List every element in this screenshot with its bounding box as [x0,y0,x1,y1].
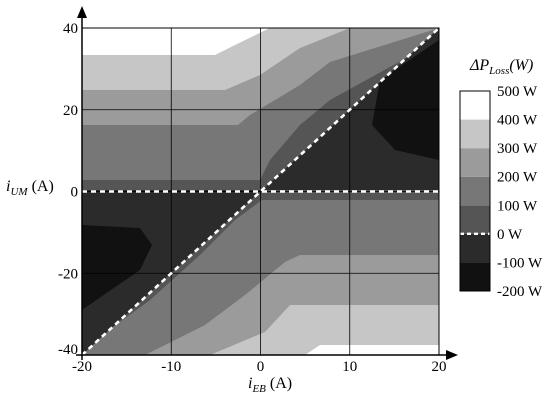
x-tick-label: -10 [161,359,181,375]
contour-band [82,28,270,55]
colorbar-band [460,119,490,149]
y-tick-labels: -40 -20 0 20 40 [58,21,78,358]
colorbar-band [460,233,490,263]
y-axis-arrow-icon [77,6,87,18]
colorbar-band [460,205,490,234]
x-axis-arrow-icon [446,350,458,360]
contour-band [372,40,439,160]
x-tick-label: 20 [432,359,447,375]
contour-band [305,345,439,355]
colorbar-title: ΔPLoss(W) [469,57,533,77]
colorbar-tick-label: -100 W [497,255,543,271]
x-tick-labels: -20 -10 0 10 20 [72,359,447,375]
colorbar-band [460,91,490,120]
contour-band [82,225,152,310]
y-tick-label: -20 [58,266,78,282]
colorbar-band [460,148,490,177]
reference-lines [82,28,439,355]
colorbar-tick-label: 300 W [497,141,538,157]
colorbar-border [459,90,491,292]
y-tick-label: 40 [63,21,78,37]
y-tick-label: 0 [71,185,79,201]
colorbar-bands [460,91,490,291]
x-tick-label: -20 [72,359,92,375]
colorbar-tick-label: 100 W [497,198,538,214]
y-tick-label: 20 [63,103,78,119]
colorbar: ΔPLoss(W) 500 W 400 W 300 W 200 W 100 W 0 W -1… [459,57,543,300]
axes [76,6,458,360]
colorbar-tick-label: 400 W [497,113,538,129]
contour-plot-area [82,28,439,355]
x-axis-label: iEB (A) [248,375,292,395]
colorbar-band [460,262,490,291]
y-axis-label: iUM (A) [6,178,54,198]
colorbar-tick-label: 500 W [497,84,538,100]
contour-band [210,305,439,355]
x-tick-label: 10 [342,359,357,375]
colorbar-tick-label: 200 W [497,170,538,186]
colorbar-tick-labels: 500 W 400 W 300 W 200 W 100 W 0 W -100 W -200 W [497,84,543,300]
x-tick-label: 0 [257,359,265,375]
y-tick-label: -40 [58,342,78,358]
colorbar-tick-label: 0 W [497,227,523,243]
colorbar-tick-label: -200 W [497,284,543,300]
colorbar-band [460,176,490,206]
